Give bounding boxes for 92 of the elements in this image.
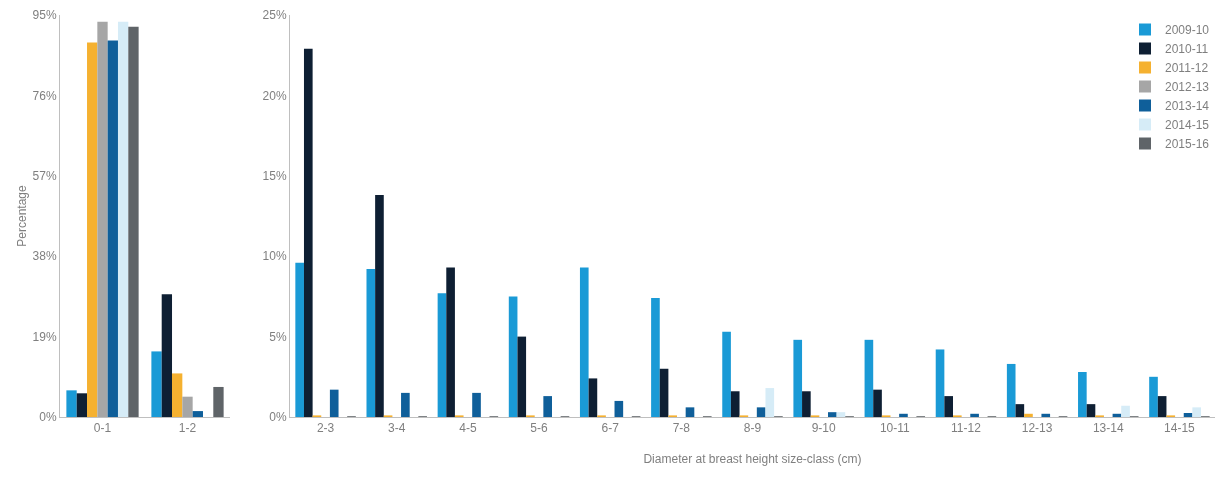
- bar: [836, 412, 846, 417]
- bar: [730, 391, 740, 417]
- bar: [172, 373, 183, 417]
- bar: [827, 412, 837, 417]
- y-tick-label: 0%: [269, 410, 287, 425]
- x-tick-label: 11-12: [951, 421, 982, 436]
- bar: [151, 351, 162, 417]
- bar: [722, 331, 731, 417]
- x-tick-label: 10-11: [879, 421, 911, 436]
- bar: [107, 40, 118, 417]
- bar: [765, 388, 775, 417]
- bar: [401, 392, 410, 417]
- x-tick-label: 1-2: [178, 421, 197, 436]
- bar: [329, 389, 339, 417]
- y-axis-title: Percentage: [15, 184, 29, 247]
- bar: [1078, 371, 1087, 417]
- x-tick-label: 7-8: [672, 421, 691, 436]
- bar: [614, 400, 624, 417]
- bar: [793, 339, 803, 417]
- bar: [873, 389, 882, 417]
- x-tick-label: 0-1: [93, 421, 112, 436]
- bar: [472, 392, 481, 417]
- y-tick-label: 20%: [262, 88, 287, 103]
- bar: [375, 195, 384, 417]
- bar: [295, 262, 304, 417]
- bar: [935, 349, 945, 417]
- bar: [437, 293, 447, 417]
- bar: [1086, 404, 1096, 417]
- bar: [588, 378, 598, 417]
- x-tick-label: 14-15: [1164, 421, 1196, 436]
- bar: [1006, 363, 1016, 417]
- bar: [1121, 405, 1130, 417]
- bar: [1015, 404, 1025, 417]
- legend-label: 2009-10: [1165, 23, 1210, 38]
- bar: [1192, 407, 1202, 417]
- bar: [864, 339, 874, 417]
- y-tick-label: 19%: [32, 329, 57, 344]
- bar: [1157, 396, 1167, 417]
- bar: [543, 396, 552, 417]
- legend-label: 2011-12: [1165, 61, 1209, 76]
- bar: [756, 407, 766, 417]
- x-tick-label: 13-14: [1092, 421, 1124, 436]
- bar: [76, 393, 88, 417]
- bar: [128, 26, 139, 417]
- legend-label: 2013-14: [1165, 99, 1210, 114]
- x-tick-label: 12-13: [1021, 421, 1053, 436]
- x-tick-label: 9-10: [811, 421, 836, 436]
- legend-label: 2015-16: [1165, 137, 1210, 152]
- bar: [446, 267, 455, 417]
- bar: [651, 298, 660, 417]
- bar: [685, 407, 695, 417]
- bar: [117, 21, 129, 417]
- bar: [87, 42, 98, 417]
- bar: [192, 411, 203, 417]
- bar: [1024, 413, 1033, 417]
- bar: [1183, 412, 1193, 417]
- x-tick-label: 4-5: [459, 421, 477, 436]
- y-tick-label: 95%: [32, 8, 57, 23]
- y-tick-label: 15%: [262, 169, 287, 183]
- bar: [161, 294, 173, 417]
- bar: [213, 386, 224, 417]
- y-tick-label: 38%: [32, 249, 57, 264]
- x-tick-label: 8-9: [743, 421, 762, 436]
- legend-label: 2010-11: [1165, 42, 1209, 57]
- bar: [802, 391, 811, 417]
- bar: [1149, 376, 1158, 417]
- bar: [899, 413, 908, 417]
- bar: [508, 296, 518, 417]
- bar: [517, 336, 527, 417]
- x-tick-label: 6-7: [601, 421, 620, 436]
- bar: [944, 396, 953, 417]
- bar: [1041, 413, 1051, 417]
- x-axis-title: Diameter at breast height size-class (cm): [643, 452, 862, 466]
- bar: [366, 269, 376, 417]
- bar: [182, 396, 193, 417]
- legend-label: 2014-15: [1165, 118, 1210, 133]
- bar: [970, 413, 979, 417]
- x-tick-label: 2-3: [316, 421, 335, 436]
- bar: [659, 368, 669, 417]
- y-tick-label: 76%: [32, 88, 57, 103]
- y-tick-label: 5%: [269, 329, 287, 344]
- y-tick-label: 0%: [39, 410, 57, 425]
- bar: [66, 390, 77, 417]
- y-tick-label: 10%: [262, 249, 287, 264]
- legend-label: 2012-13: [1165, 80, 1210, 95]
- bar: [97, 21, 108, 417]
- y-tick-label: 25%: [262, 8, 287, 23]
- x-tick-label: 3-4: [388, 421, 406, 436]
- y-tick-label: 57%: [32, 169, 57, 183]
- x-tick-label: 5-6: [530, 421, 549, 436]
- bar: [579, 267, 589, 417]
- bar: [303, 48, 313, 417]
